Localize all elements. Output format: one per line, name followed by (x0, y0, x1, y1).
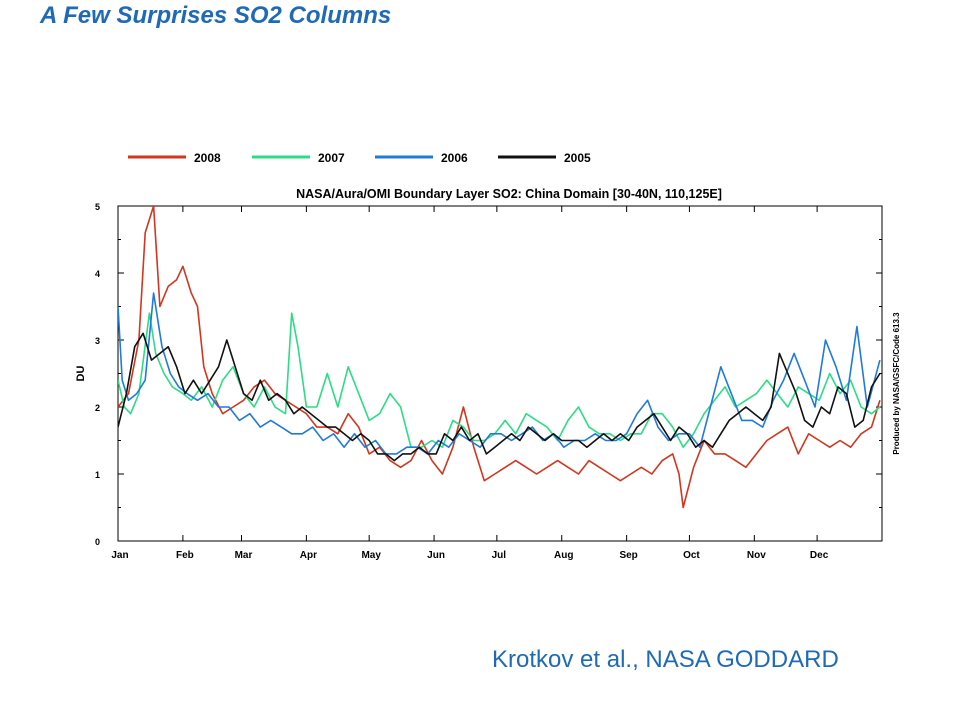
x-tick-label-jan: Jan (111, 550, 128, 561)
x-tick-label-sep: Sep (619, 550, 637, 561)
x-tick-label-apr: Apr (300, 550, 317, 561)
y-tick-label: 0 (95, 537, 100, 547)
series-line-2006 (118, 292, 881, 455)
x-tick-label-jun: Jun (427, 550, 445, 561)
y-tick-label: 4 (95, 269, 100, 279)
series-line-2008 (118, 206, 881, 509)
legend-label-2008: 2008 (194, 151, 221, 165)
legend-label-2007: 2007 (318, 151, 345, 165)
plot-frame (117, 205, 883, 542)
series-line-2005 (118, 332, 881, 462)
slide-title: A Few Surprises SO2 Columns (40, 2, 392, 29)
chart-title: NASA/Aura/OMI Boundary Layer SO2: China … (296, 187, 722, 201)
x-tick-label-may: May (361, 550, 381, 561)
x-tick-label-aug: Aug (554, 550, 573, 561)
y-axis-label: DU (75, 366, 87, 382)
y-tick-label: 3 (95, 336, 100, 346)
x-tick-label-feb: Feb (176, 550, 194, 561)
x-tick-label-jul: Jul (492, 550, 507, 561)
credit-text: Krotkov et al., NASA GODDARD (492, 646, 839, 673)
y-tick-label: 5 (95, 202, 100, 212)
side-note: Produced by NASA/GSFC/Code 613.3 (892, 312, 901, 455)
y-tick-label: 2 (95, 403, 100, 413)
legend-label-2005: 2005 (564, 151, 591, 165)
x-tick-label-nov: Nov (747, 550, 766, 561)
x-tick-label-oct: Oct (683, 550, 700, 561)
x-tick-label-dec: Dec (810, 550, 829, 561)
x-tick-label-mar: Mar (235, 550, 253, 561)
y-tick-label: 1 (95, 470, 100, 480)
legend-label-2006: 2006 (441, 151, 468, 165)
series-line-2007 (118, 312, 881, 449)
